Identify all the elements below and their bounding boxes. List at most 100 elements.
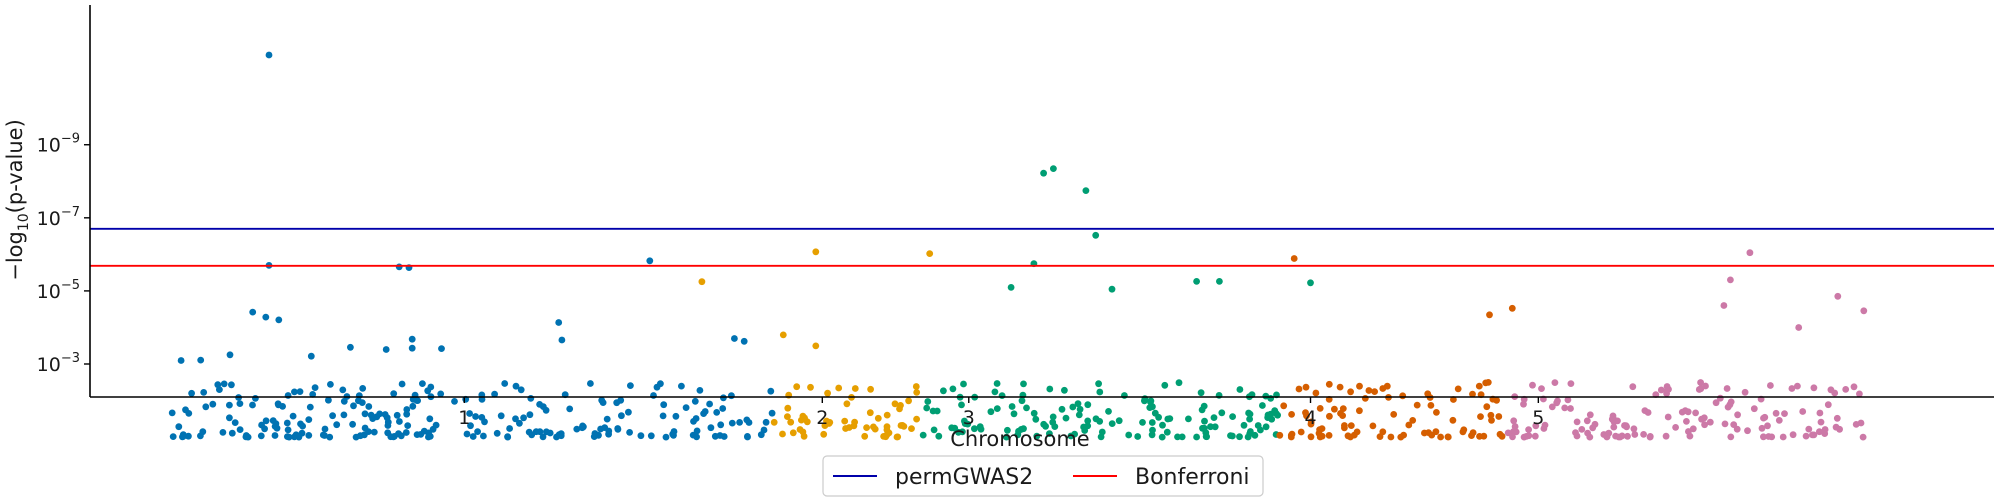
point-chr3-peak — [1040, 169, 1047, 177]
point-chr1 — [355, 397, 362, 405]
point-chr4 — [1498, 432, 1506, 440]
point-chr5 — [1692, 409, 1699, 417]
point-chr2 — [800, 432, 808, 440]
point-chr5 — [1586, 411, 1594, 419]
point-chr3 — [1020, 380, 1027, 388]
point-chr1 — [618, 412, 625, 420]
point-chr3 — [1207, 423, 1214, 431]
point-chr1-peak — [177, 357, 185, 364]
point-chr3 — [1046, 430, 1053, 437]
point-chr3 — [1229, 432, 1236, 440]
point-chr5 — [1744, 427, 1751, 435]
point-chr1 — [650, 392, 657, 399]
point-chr1 — [590, 433, 598, 440]
point-chr3 — [1245, 409, 1252, 417]
point-chr4 — [1369, 422, 1377, 430]
point-chr5 — [1538, 385, 1545, 392]
point-chr3 — [924, 398, 932, 405]
point-chr3 — [1210, 414, 1218, 421]
point-chr5 — [1850, 383, 1858, 391]
point-chr5-peak — [1860, 307, 1868, 315]
point-chr4 — [1312, 389, 1320, 397]
point-chr2 — [897, 402, 904, 409]
point-chr1-peak — [395, 263, 403, 271]
point-chr3 — [1049, 413, 1057, 421]
point-chr3 — [1257, 426, 1264, 434]
point-chr3 — [1251, 431, 1259, 439]
point-chr2 — [770, 418, 778, 426]
point-chr1 — [637, 432, 645, 440]
point-chr1 — [393, 411, 401, 419]
point-chr3 — [1158, 433, 1166, 441]
point-chr1 — [678, 382, 685, 390]
point-chr3 — [1010, 410, 1018, 418]
point-chr4 — [1433, 409, 1440, 416]
point-chr5 — [1775, 417, 1783, 424]
point-chr1 — [391, 433, 398, 440]
y-axis-title: −log10(p-value) — [3, 119, 32, 281]
point-chr1 — [437, 390, 445, 398]
point-chr1 — [539, 433, 547, 441]
point-chr1 — [311, 384, 319, 391]
point-chr3 — [1108, 420, 1116, 427]
point-chr3 — [1030, 409, 1038, 417]
point-chr1 — [578, 424, 586, 432]
point-chr5 — [1644, 409, 1652, 416]
point-chr1 — [175, 423, 183, 431]
point-chr2 — [874, 414, 882, 422]
point-chr3 — [1139, 419, 1146, 426]
point-chr4 — [1454, 385, 1462, 393]
point-chr2 — [820, 430, 828, 438]
point-chr3 — [1163, 428, 1171, 436]
point-chr5 — [1700, 414, 1708, 422]
point-chr5-peak — [1834, 292, 1842, 300]
point-chr1 — [425, 433, 432, 441]
point-chr3 — [1014, 431, 1022, 439]
point-chr3 — [1185, 415, 1192, 423]
point-chr1 — [350, 402, 357, 410]
point-chr1 — [305, 432, 313, 439]
point-chr4 — [1356, 407, 1363, 415]
point-chr1 — [285, 433, 293, 441]
point-chr3 — [1097, 433, 1105, 441]
point-chr3 — [1003, 433, 1010, 441]
point-chr1 — [512, 415, 519, 423]
point-chr3 — [977, 425, 985, 433]
point-chr5 — [1504, 429, 1512, 437]
point-chr3 — [958, 401, 965, 409]
point-chr3 — [1236, 386, 1244, 393]
point-chr3 — [1147, 398, 1154, 406]
point-chr4 — [1425, 429, 1432, 436]
point-chr5 — [1529, 381, 1536, 389]
point-chr4 — [1315, 429, 1323, 437]
point-chr3 — [1178, 433, 1186, 441]
point-chr3 — [1240, 421, 1248, 429]
point-chr1 — [493, 429, 501, 437]
point-chr1 — [228, 381, 235, 389]
point-chr5 — [1605, 429, 1613, 437]
point-chr4 — [1409, 417, 1417, 424]
point-chr4 — [1482, 379, 1490, 387]
point-chr1 — [501, 380, 509, 387]
point-chr1 — [169, 433, 177, 440]
point-chr4 — [1344, 432, 1352, 440]
point-chr1 — [542, 406, 550, 414]
point-chr4 — [1356, 382, 1363, 390]
point-chr1 — [696, 387, 704, 394]
point-chr1 — [659, 412, 667, 420]
point-chr5 — [1610, 423, 1618, 431]
point-chr1 — [526, 411, 534, 419]
point-chr2 — [841, 417, 849, 425]
point-chr4 — [1387, 433, 1395, 441]
point-chr2-peak — [812, 342, 820, 350]
point-chr4 — [1302, 383, 1310, 391]
point-chr3 — [1032, 415, 1040, 423]
point-chr1 — [419, 380, 426, 387]
point-chr1 — [614, 425, 622, 432]
point-chr5 — [1810, 431, 1818, 439]
point-chr2 — [891, 400, 899, 408]
point-chr3 — [1218, 409, 1226, 417]
point-chr1 — [512, 382, 520, 390]
point-chr3 — [993, 405, 1001, 412]
point-chr1 — [271, 432, 279, 439]
